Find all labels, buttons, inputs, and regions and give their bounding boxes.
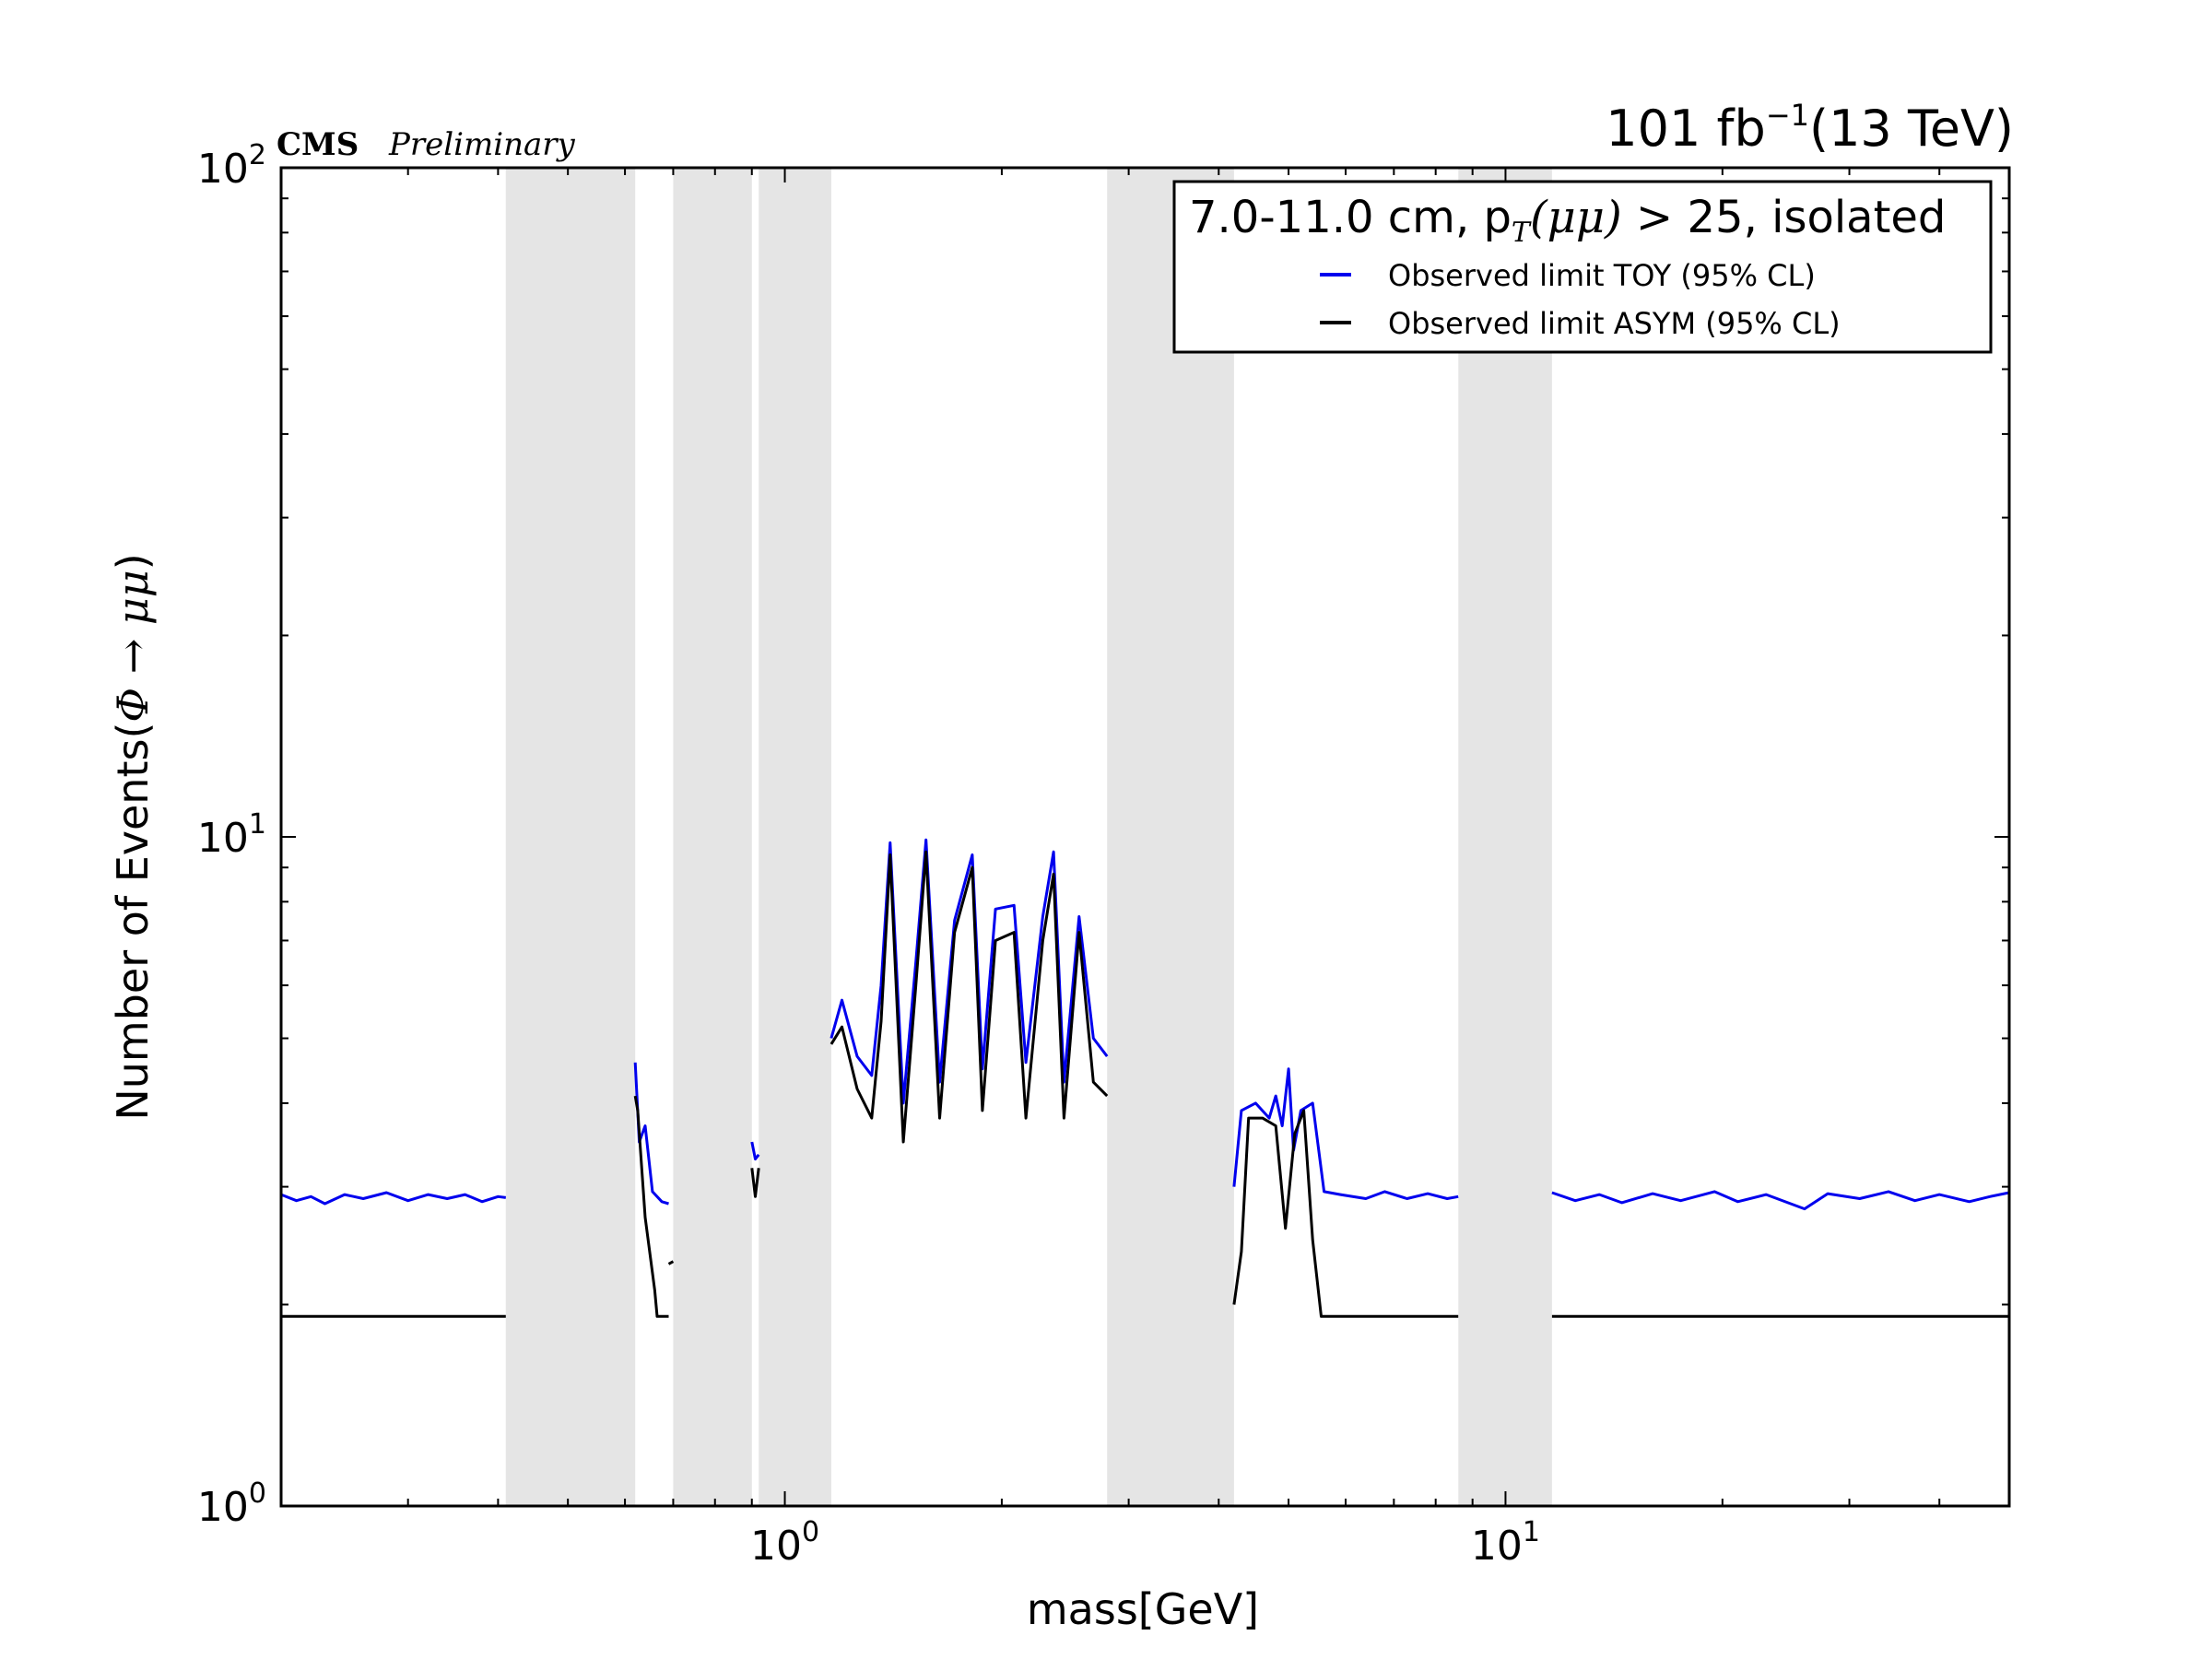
legend: 7.0-11.0 cm, pT(μμ) > 25, isolated Obser… [1172,180,1993,354]
excluded-band-2 [759,168,831,1506]
excluded-band-1 [673,168,752,1506]
y-tick-label: 102 [197,139,266,193]
legend-box [1172,180,1993,354]
plot-frame [279,166,2011,1508]
asym-limit-line-segment-5 [1232,1109,1459,1318]
asym-limit-line-segment-3 [750,1168,760,1198]
x-tick-label: 101 [1471,1516,1540,1570]
lumi-label: 101 fb−1(13 TeV) [1606,98,2014,158]
cms-label: CMS [276,126,359,163]
series-lines [280,838,2010,1318]
x-tick-label: 100 [750,1516,819,1570]
asym-limit-line-segment-2 [667,1260,675,1265]
y-tick-label: 100 [197,1477,266,1531]
axis-ticks: 100 101 100 101 102 [197,139,2010,1570]
asym-limit-line-segment-4 [830,850,1109,1144]
excluded-band-3 [1107,168,1234,1506]
excluded-band-0 [505,168,636,1506]
toy-limit-line-segment-0 [280,1191,506,1206]
x-axis-label: mass[GeV] [1027,1584,1259,1634]
excluded-band-4 [1458,168,1552,1506]
preliminary-label: Preliminary [388,126,576,163]
toy-limit-line-segment-5 [1551,1190,2010,1211]
asym-limit-line-segment-1 [633,1095,669,1318]
y-tick-label: 101 [197,808,266,862]
y-axis-label: Number of Events(Φ → μμ) [108,553,158,1120]
legend-toy-label: Observed limit TOY (95% CL) [1388,258,1816,293]
legend-asym-label: Observed limit ASYM (95% CL) [1388,306,1841,341]
toy-limit-line-segment-2 [750,1141,760,1161]
excluded-mass-bands [505,168,1552,1506]
legend-title: 7.0-11.0 cm, pT(μμ) > 25, isolated [1189,192,1946,249]
toy-limit-line-segment-4 [1232,1067,1459,1200]
